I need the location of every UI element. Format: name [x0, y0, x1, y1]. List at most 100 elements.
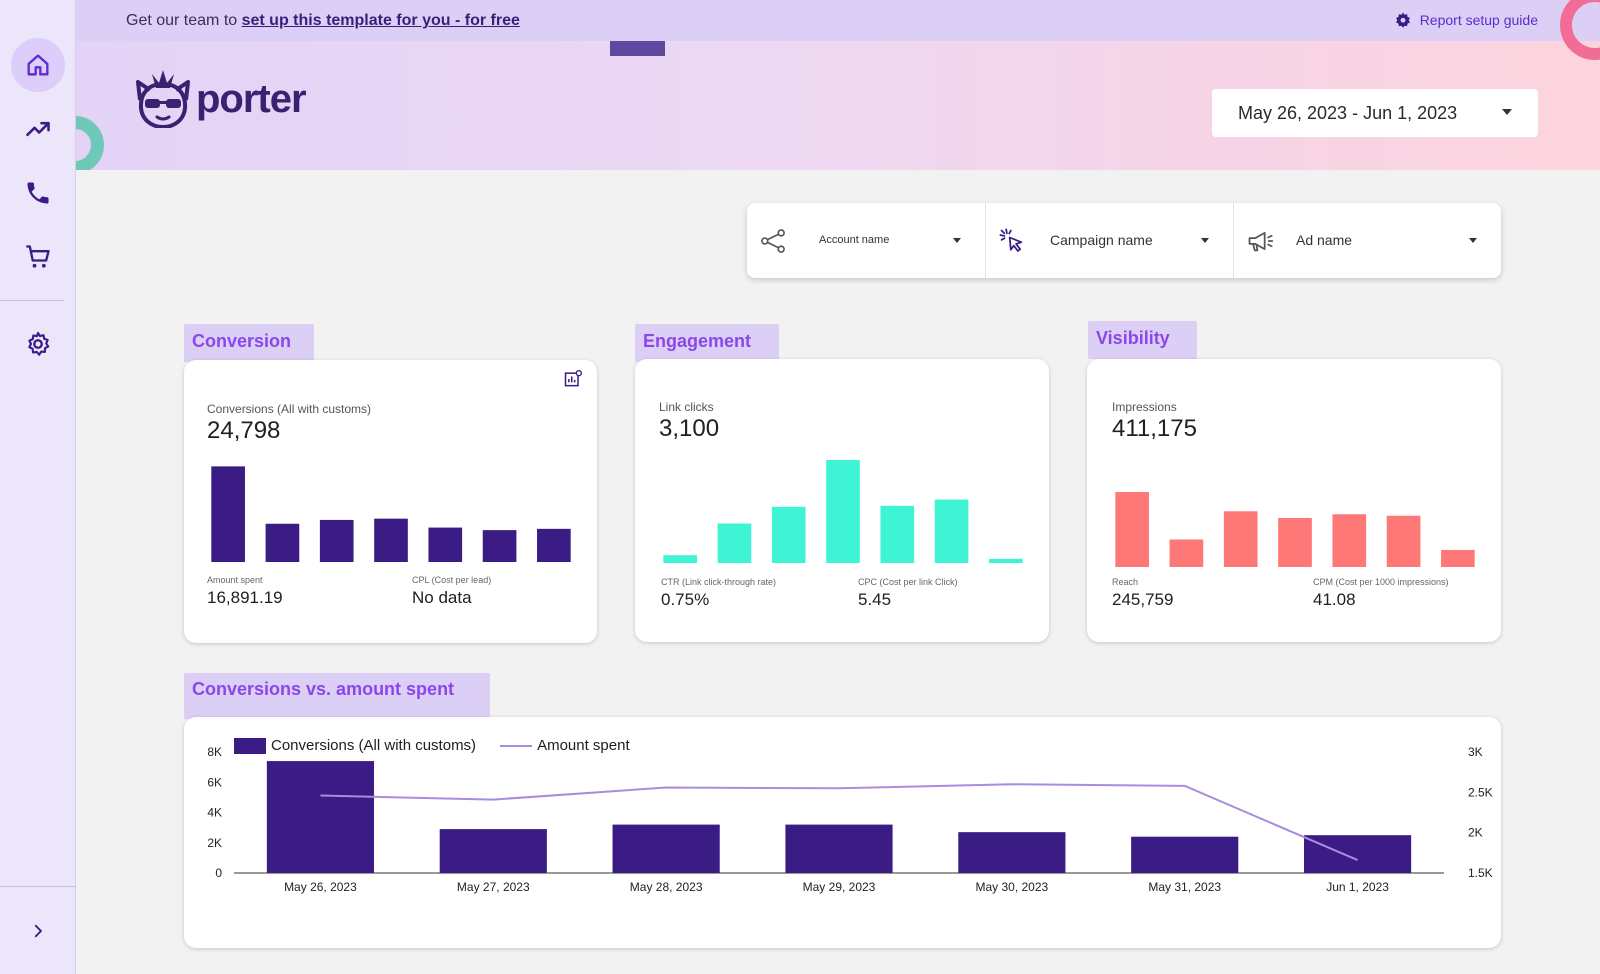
conversions-bar: [785, 824, 893, 873]
reach-value: 245,759: [1112, 590, 1174, 609]
engagement-bar: [934, 499, 969, 563]
x-tick-label: May 26, 2023: [284, 880, 357, 894]
conversions-bar: [958, 832, 1066, 873]
y-left-tick-label: 2K: [207, 836, 222, 850]
visibility-bar: [1386, 515, 1421, 567]
link-clicks-bar-chart: [663, 460, 1023, 563]
visibility-card: Impressions 411,175 Reach 245,759 CPM (C…: [1087, 359, 1501, 642]
y-left-tick-label: 8K: [207, 745, 222, 759]
reach-label: Reach: [1112, 577, 1139, 587]
y-right-tick-label: 1.5K: [1468, 866, 1493, 880]
engagement-tab: Engagement: [635, 324, 779, 362]
conversions-bar: [266, 761, 375, 873]
conversions-bar: [439, 829, 547, 873]
cpc-label: CPC (Cost per link Click): [858, 577, 958, 587]
setup-guide-label: Report setup guide: [1419, 12, 1538, 28]
promo-bar: Get our team to set up this template for…: [76, 0, 1600, 41]
visibility-bar: [1169, 539, 1204, 567]
y-left-tick-label: 6K: [207, 775, 222, 789]
conversion-bar: [211, 466, 245, 562]
impressions-label: Impressions: [1112, 400, 1177, 414]
conversions-label: Conversions (All with customs): [207, 402, 372, 416]
conversion-card: Conversions (All with customs) 24,798 Am…: [184, 360, 597, 643]
promo-link[interactable]: set up this template for you - for free: [241, 12, 520, 29]
engagement-bar: [880, 505, 915, 563]
chevron-right-icon: [34, 924, 42, 937]
engagement-bar: [826, 460, 860, 563]
chart-settings-icon[interactable]: [563, 369, 583, 389]
conversion-bar: [265, 523, 300, 562]
engagement-bar: [771, 506, 806, 563]
legend-swatch-amount-spent: [500, 744, 533, 747]
link-clicks-value: 3,100: [659, 415, 720, 442]
nav-calls[interactable]: [0, 165, 76, 221]
nav-home[interactable]: [0, 37, 76, 93]
conversions-bar: [1131, 836, 1239, 873]
filter-bar: Account name Campaign name Ad name: [747, 203, 1501, 278]
ctr-value: 0.75%: [661, 590, 710, 609]
sidebar-divider: [0, 300, 64, 301]
decorative-ring: [76, 116, 104, 170]
conversions-vs-spent-chart: 0 2K 4K 6K 8K 1.5K 2K 2.5K 3K May 26, 2023 May 27,…: [207, 745, 1493, 894]
nav-shop[interactable]: [0, 229, 76, 285]
x-tick-label: May 30, 2023: [975, 880, 1048, 894]
cpl-value: No data: [412, 588, 472, 607]
cpm-value: 41.08: [1313, 590, 1356, 609]
cursor-click-icon: [999, 228, 1023, 252]
ad-name-label: Ad name: [1296, 232, 1353, 248]
conversions-vs-spent-tab: Conversions vs. amount spent: [184, 673, 490, 719]
x-tick-label: May 28, 2023: [630, 880, 703, 894]
gear-icon: [1395, 12, 1410, 28]
conversion-tab: Conversion: [184, 324, 314, 362]
visibility-tab: Visibility: [1088, 321, 1197, 359]
visibility-bar: [1278, 517, 1312, 567]
x-tick-label: May 31, 2023: [1148, 880, 1221, 894]
nav-settings[interactable]: [0, 316, 76, 372]
caret-down-icon: [1201, 238, 1209, 243]
caret-down-icon: [1469, 238, 1477, 243]
conversions-vs-spent-card: Conversions (All with customs) Amount sp…: [184, 717, 1501, 948]
brand-name: porter: [196, 76, 307, 121]
ctr-label: CTR (Link click-through rate): [661, 577, 777, 587]
date-range-value: May 26, 2023 - Jun 1, 2023: [1238, 102, 1458, 123]
cpm-label: CPM (Cost per 1000 impressions): [1313, 577, 1449, 587]
engagement-bar: [663, 555, 697, 563]
legend-label-conversions: Conversions (All with customs): [271, 737, 477, 754]
y-right-tick-label: 2K: [1468, 826, 1483, 840]
promo-prefix: Get our team to: [126, 12, 242, 29]
conversions-value: 24,798: [207, 417, 281, 444]
visibility-bar: [1441, 549, 1475, 567]
conversion-bar: [428, 527, 463, 562]
sidebar-expand-button[interactable]: [0, 886, 76, 974]
legend-swatch-conversions: [234, 737, 266, 754]
account-name-filter[interactable]: Account name: [747, 203, 985, 278]
conversions-bar: [612, 824, 720, 873]
promo-text: Get our team to set up this template for…: [126, 12, 520, 30]
trending-up-icon: [26, 121, 50, 137]
brand-logo: porter: [136, 70, 307, 128]
ad-name-filter[interactable]: Ad name: [1233, 203, 1501, 278]
amount-spent-line: [320, 783, 1358, 862]
y-right-tick-label: 3K: [1468, 745, 1483, 759]
nav-trends[interactable]: [0, 101, 76, 157]
account-name-label: Account name: [819, 234, 890, 246]
visibility-bar: [1115, 491, 1149, 567]
date-range-picker[interactable]: May 26, 2023 - Jun 1, 2023: [1212, 89, 1538, 137]
engagement-bar: [717, 523, 752, 563]
sidebar: [0, 0, 76, 974]
campaign-name-filter[interactable]: Campaign name: [985, 203, 1233, 278]
decorative-ring: [1560, 0, 1600, 60]
impressions-value: 411,175: [1112, 415, 1197, 442]
link-clicks-label: Link clicks: [659, 400, 714, 414]
phone-icon: [27, 182, 49, 204]
decorative-bar: [610, 41, 665, 56]
y-right-tick-label: 2.5K: [1468, 785, 1493, 799]
x-tick-label: Jun 1, 2023: [1326, 880, 1389, 894]
cart-icon: [26, 245, 50, 268]
home-icon: [27, 54, 49, 76]
setup-guide-link[interactable]: Report setup guide: [1394, 11, 1538, 29]
visibility-bar: [1332, 514, 1367, 567]
amount-spent-value: 16,891.19: [207, 588, 283, 607]
visibility-bar: [1223, 511, 1258, 567]
cpl-label: CPL (Cost per lead): [412, 575, 492, 585]
